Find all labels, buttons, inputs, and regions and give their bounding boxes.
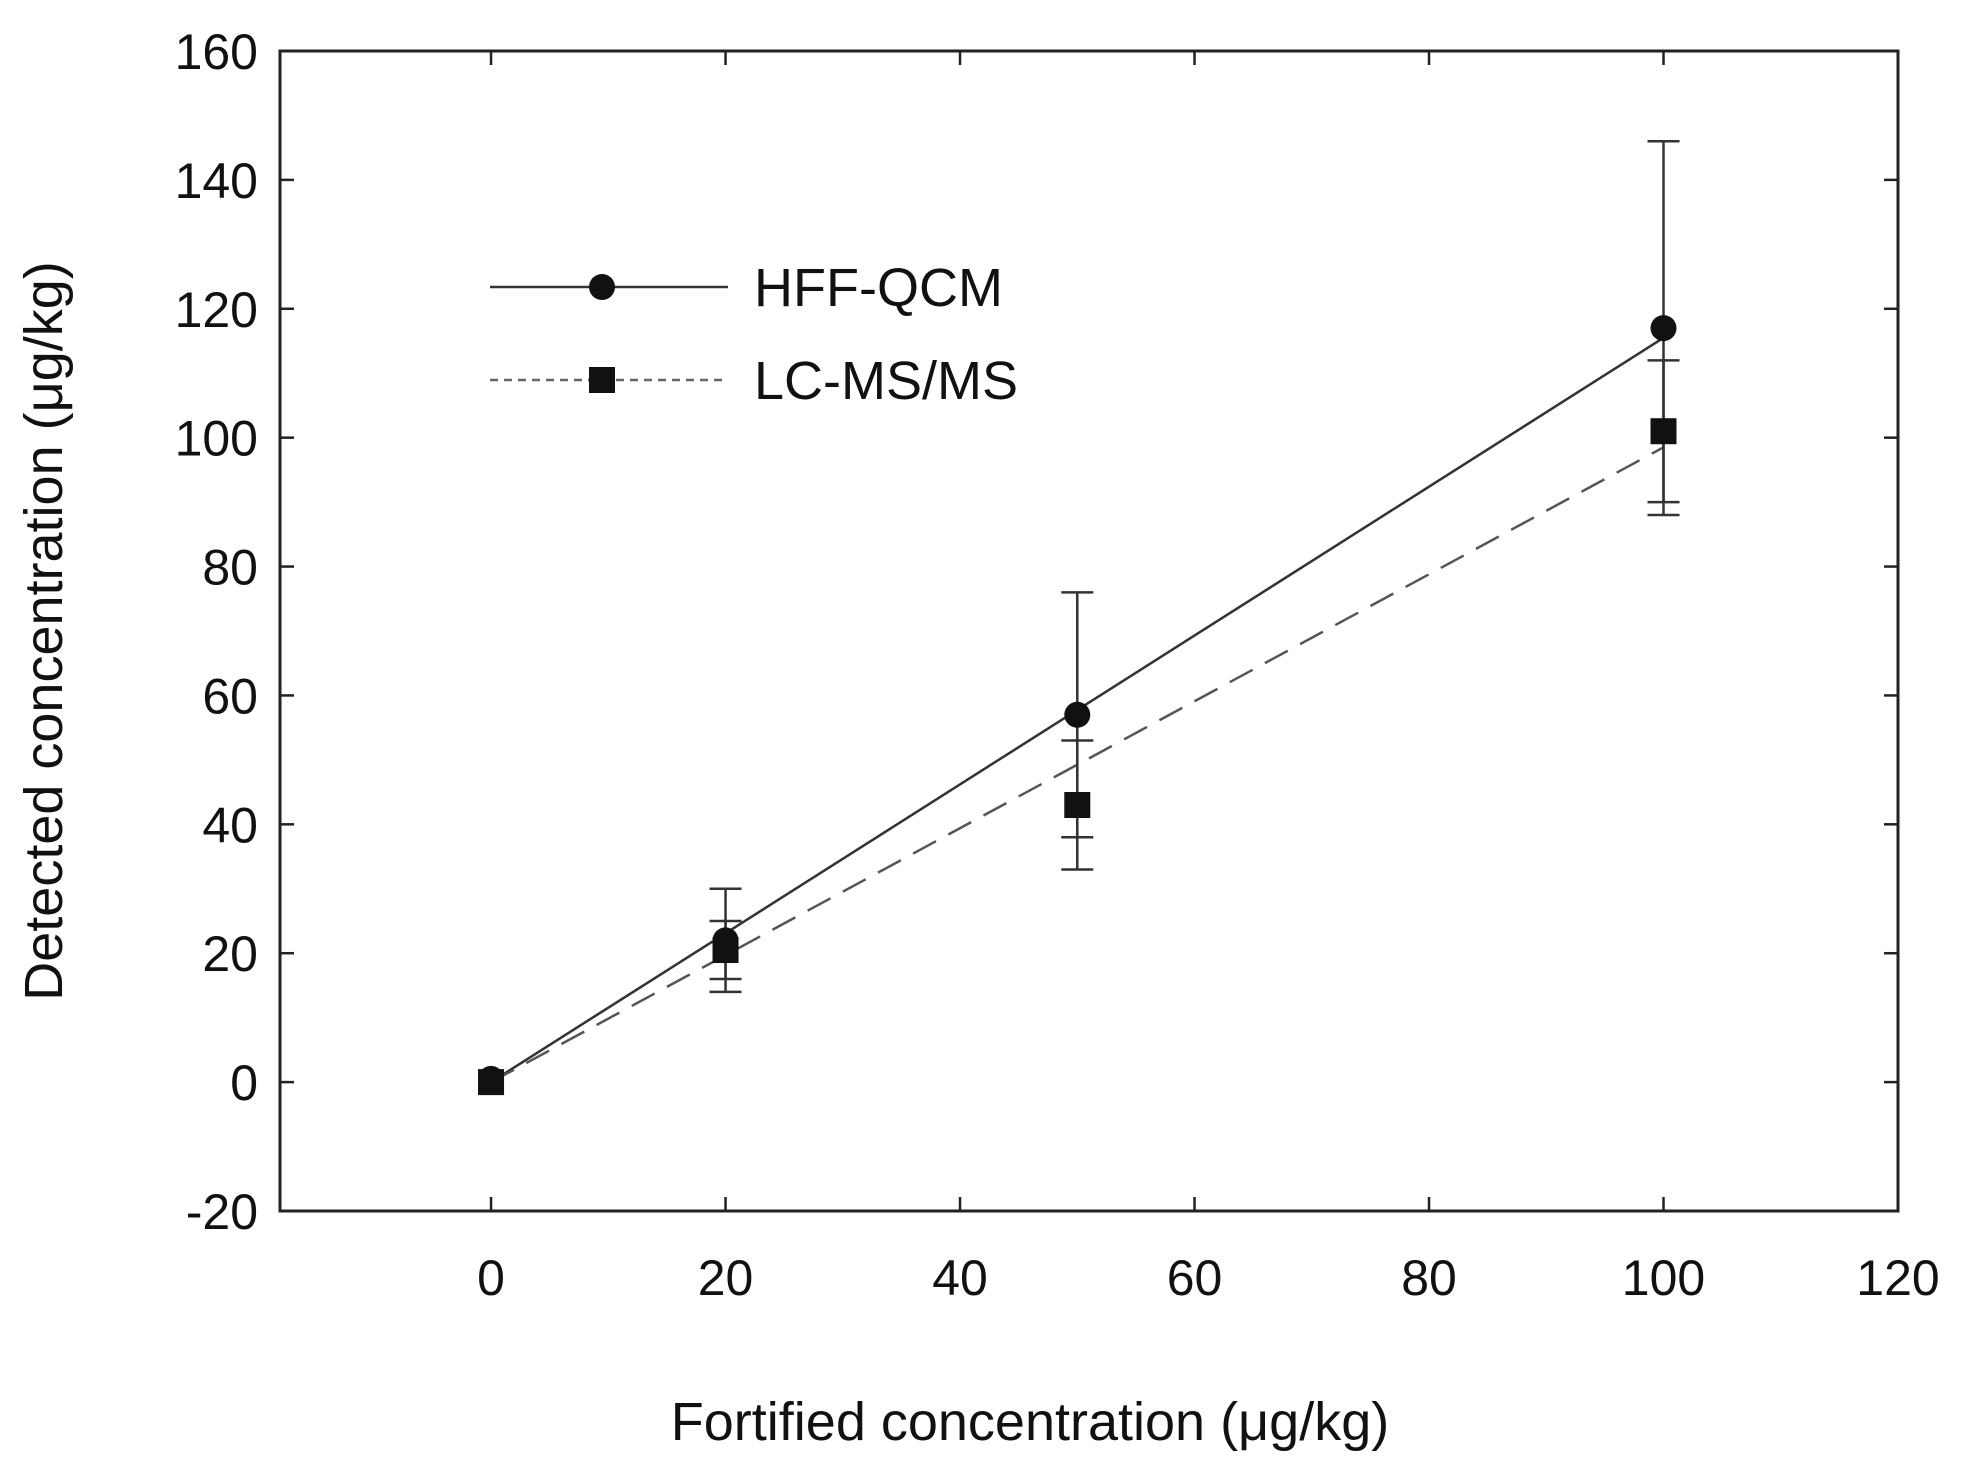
y-tick-label: 140 [175,153,258,209]
legend-label-lc-ms-ms: LC-MS/MS [754,351,1018,411]
x-tick-label: 120 [1856,1250,1939,1306]
y-tick-label: 160 [175,24,258,80]
y-axis-title: Detected concentration (μg/kg) [14,261,74,1001]
y-tick-label: 40 [202,797,258,853]
y-tick-label: 60 [202,668,258,724]
x-axis-title: Fortified concentration (μg/kg) [671,1392,1389,1452]
data-point-lc-ms-ms [478,1069,505,1096]
x-tick-label: 80 [1401,1250,1457,1306]
data-point-lc-ms-ms [1650,418,1677,445]
fit-line-lc-ms-ms [490,446,1665,1084]
data-markers [478,315,1677,1096]
x-tick-label: 100 [1622,1250,1705,1306]
y-tick-label: 20 [202,926,258,982]
legend-marker-hff-qcm [589,274,615,300]
legend-marker-lc-ms-ms [589,367,615,393]
legend-label-hff-qcm: HFF-QCM [754,258,1003,318]
y-tick-label: 0 [230,1055,258,1111]
x-tick-label: 20 [698,1250,754,1306]
plot-frame [278,49,1900,1213]
x-tick-label: 60 [1167,1250,1223,1306]
legend: HFF-QCM LC-MS/MS [490,258,1018,411]
data-point-hff-qcm [1064,701,1091,728]
x-tick-label: 40 [932,1250,988,1306]
y-tick-label: -20 [186,1184,258,1240]
axis-ticks: -20 0 20 40 60 80 100 120 140 160 0 20 40 60 80 100 120 [175,24,1940,1306]
data-point-lc-ms-ms [1064,792,1091,818]
data-point-hff-qcm [1650,315,1677,342]
y-tick-label: 100 [175,411,258,467]
data-point-lc-ms-ms [712,937,739,963]
y-tick-label: 80 [202,540,258,596]
x-tick-label: 0 [477,1250,505,1306]
y-tick-label: 120 [175,282,258,338]
